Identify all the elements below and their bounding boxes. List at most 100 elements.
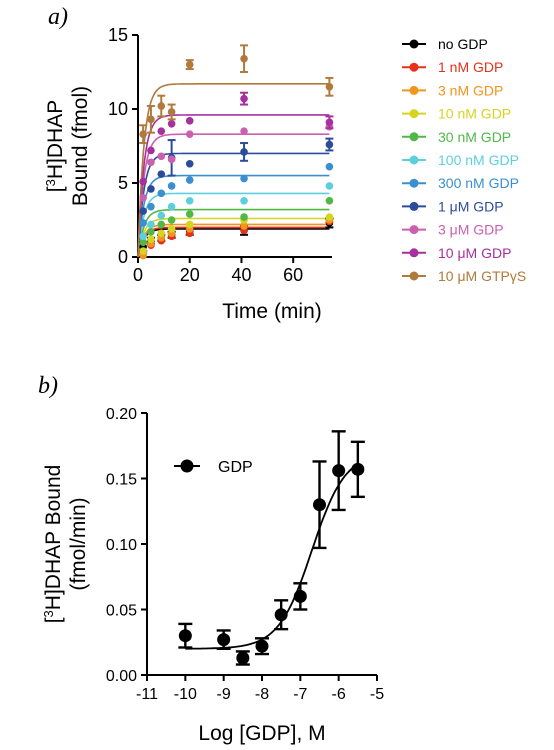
legend-marker-1-nm-gdp [409,62,419,72]
legend-label-10-m-gtp-s: 10 μM GTPγS [438,268,526,284]
point-30-nm-gdp [139,238,147,246]
panel-a-fit-curves [137,83,330,258]
panel-b-data-points [178,430,365,666]
panel-a-x-tick-label: 20 [180,265,200,285]
panel-b-y-tick-label: 0.05 [106,603,137,620]
panel-a-chart: a) [3H]DHAPBound (fmol) Time (min) 0 5 10 1… [43,4,527,323]
point-10-m-gtp-s [185,60,194,69]
legend-marker-100-nm-gdp [409,155,419,165]
fit-curve-3-nm-gdp [137,223,330,258]
legend-label-10-nm-gdp: 10 nM GDP [438,106,511,122]
point-3-m-gdp [157,152,166,161]
panel-a-legend: no GDP 1 nM GDP 3 nM GDP 10 nM GDP 30 nM GDP… [402,36,526,284]
point-300-nm-gdp [325,162,334,171]
point-10-m-gtp-s [147,115,155,124]
point-1-m-gdp [185,159,194,168]
point-10-m-gtp-s [325,83,334,91]
point-100-nm-gdp [325,182,334,190]
fit-curve-30-nm-gdp [137,208,330,258]
point-gdp [313,498,326,512]
point-10-nm-gdp [325,213,334,221]
panel-b-x-tick-label: -8 [255,686,269,703]
fit-curve-300-nm-gdp [137,174,330,258]
legend-label-30-nm-gdp: 30 nM GDP [438,129,511,145]
panel-a-y-title-superscript: 3 [43,179,58,186]
panel-b-y-axis-title: [3H]DHAP Bound(fmol/min) [41,465,91,624]
panel-b-y-tick-label: 0.15 [106,472,137,489]
point-30-nm-gdp [147,228,155,236]
point-3-nm-gdp [240,222,248,230]
panel-b-fit-curve [185,463,359,650]
panel-b-y-tick-label: 0.00 [106,668,137,685]
point-gdp [332,464,346,478]
panel-a-data-points [139,44,334,260]
point-10-nm-gdp [139,247,147,255]
point-300-nm-gdp [240,174,248,183]
point-gdp [293,589,307,603]
panel-b-x-axis-title: Log [GDP], M [198,722,325,745]
panel-b-axes: 0.00 0.05 0.10 0.15 0.20 -11 -10 -9 -8 -7 -6 -5 [106,406,384,703]
panel-b-x-tick-label: -10 [174,686,197,703]
legend-label-300-nm-gdp: 300 nM GDP [438,175,519,191]
point-1-m-gdp [157,170,166,178]
point-10-m-gdp [157,127,166,135]
point-300-nm-gdp [185,176,194,184]
legend-label-1-nm-gdp: 1 nM GDP [438,59,503,75]
point-3-m-gdp [185,130,194,138]
legend-marker-30-nm-gdp [409,132,419,142]
panel-b-x-tick-label: -7 [293,686,307,703]
panel-a-y-title-line1: [3H]DHAP [43,100,68,192]
point-300-nm-gdp [147,202,155,211]
fit-curve-10-m-gtp-s [137,83,330,258]
panel-a-y-title-text: H]DHAP [44,100,67,179]
panel-a-x-tick-label: 40 [231,265,251,285]
point-30-nm-gdp [240,213,248,221]
panel-a-y-title-bracket: [ [44,186,67,192]
point-gdp [351,462,365,476]
panel-a-axes: 0 5 10 15 0 20 40 60 [108,25,332,285]
fit-curve-1-m-gdp [137,152,330,258]
legend-label-1-m-gdp: 1 μM GDP [438,198,504,214]
panel-b-y-title-text: H]DHAP Bound [42,465,65,611]
point-gdp [217,633,231,647]
panel-b-y-title-bracket: [ [42,617,65,623]
point-3-m-gdp [167,155,176,164]
point-gdp [178,629,192,643]
fit-curve-no-gdp [137,228,330,258]
point-1-m-gdp [240,148,248,156]
legend-label-10-m-gdp: 10 μM GDP [438,245,511,261]
point-3-m-gdp [240,127,248,135]
legend-marker-10-m-gdp [409,248,419,258]
point-10-m-gdp [147,146,155,155]
panel-a-y-axis-title: [3H]DHAPBound (fmol) [43,86,93,206]
point-300-nm-gdp [157,189,166,198]
panel-b-y-tick-label: 0.20 [106,406,137,423]
point-30-nm-gdp [157,220,166,229]
legend-marker-gdp [180,459,194,473]
panel-b-x-tick-label: -9 [217,686,231,703]
fit-curve-1-nm-gdp [137,226,330,258]
point-10-m-gtp-s [240,54,248,63]
panel-b-chart: b) [3H]DHAP Bound(fmol/min) Log [GDP], M… [38,373,384,745]
point-100-nm-gdp [147,220,155,229]
panel-b-x-tick-label: -5 [370,686,384,703]
legend-label-3-m-gdp: 3 μM GDP [438,222,504,238]
point-1-m-gdp [325,140,334,149]
panel-a-y-tick-label: 5 [118,173,128,193]
point-10-m-gtp-s [167,108,176,116]
point-100-nm-gdp [167,202,176,211]
legend-marker-1-m-gdp [409,201,419,211]
point-100-nm-gdp [240,196,248,205]
point-gdp [274,608,288,622]
point-gdp [236,651,250,665]
point-10-nm-gdp [167,225,176,233]
point-300-nm-gdp [167,182,176,190]
legend-marker-no-gdp [409,39,419,49]
legend-label-no-gdp: no GDP [438,36,488,52]
point-10-m-gtp-s [139,130,147,138]
fit-curve-gdp [185,463,359,650]
fit-curve-10-m-gdp [137,114,330,258]
panel-b-y-title-line2: (fmol/min) [67,497,90,590]
point-10-nm-gdp [157,229,166,238]
panel-b-y-title-line1: [3H]DHAP Bound [41,465,66,624]
